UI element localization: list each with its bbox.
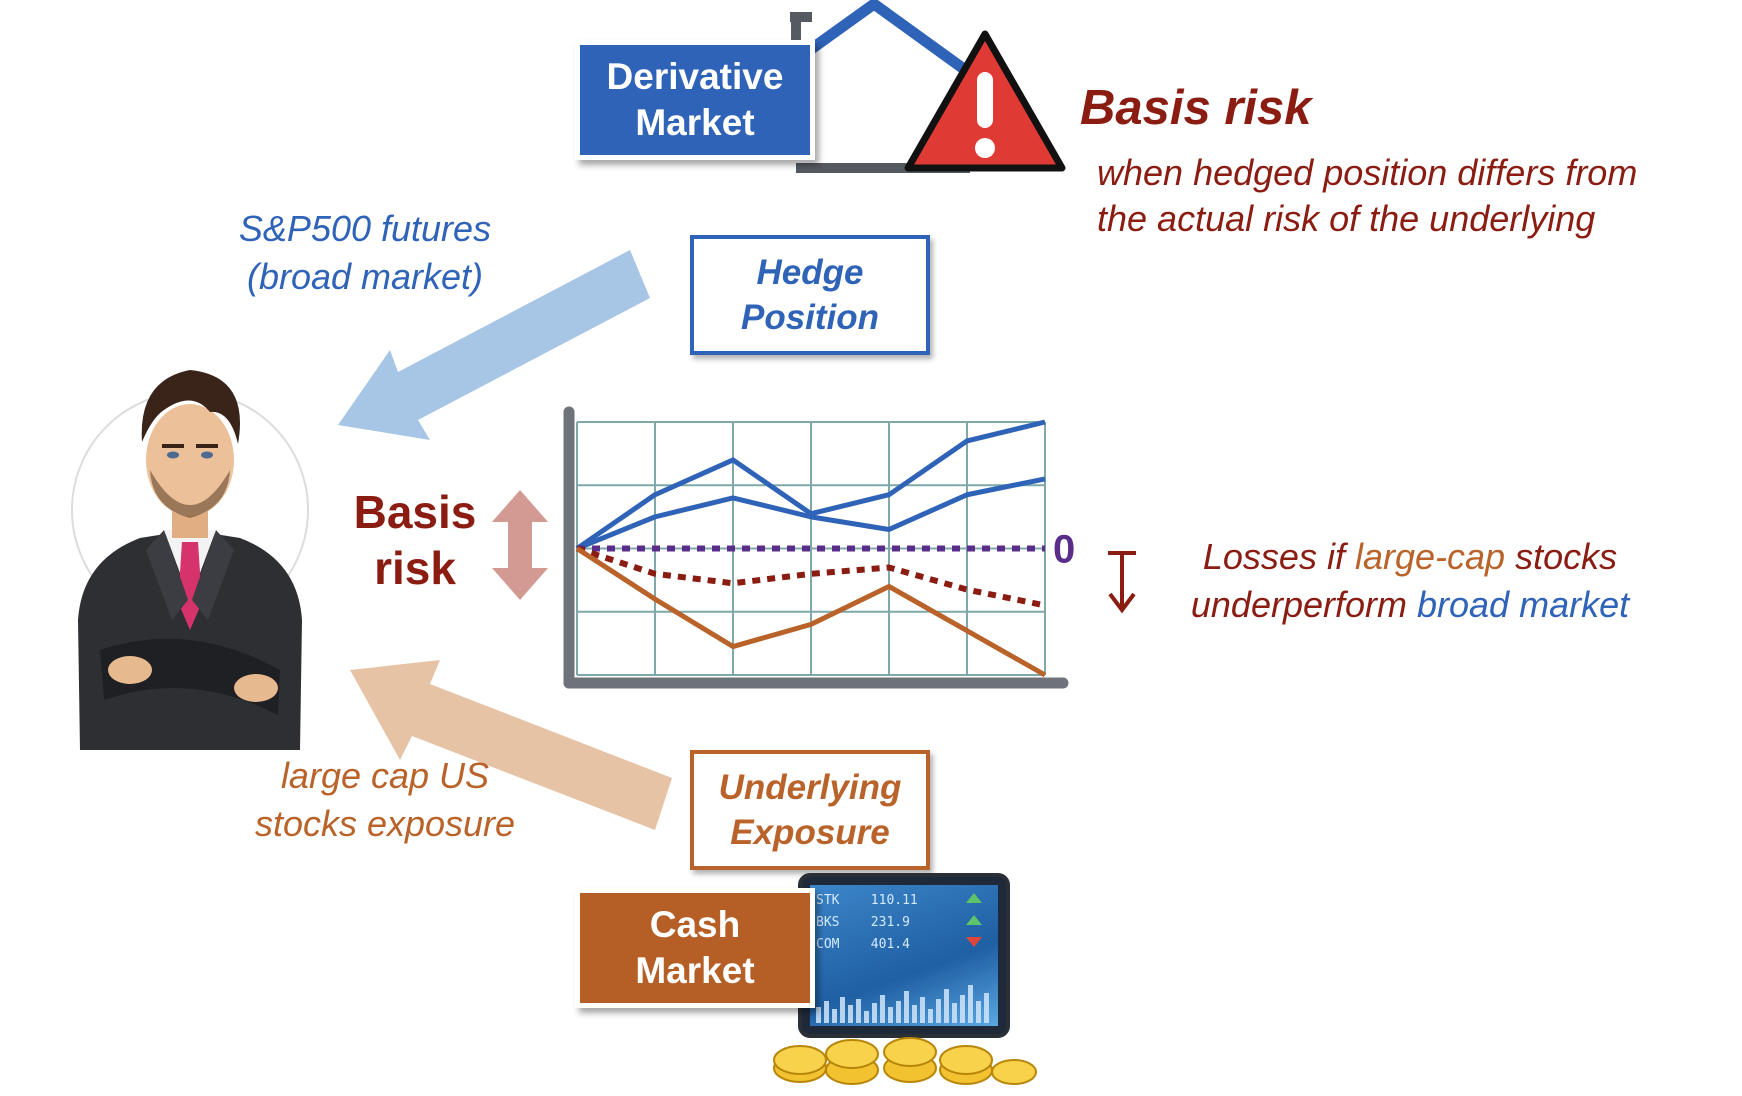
ticker-value: 110.11 (870, 893, 918, 908)
hedge-arrow (338, 250, 650, 440)
losses-note-text: Losses if (1202, 536, 1355, 577)
tablet-row-1: STK 110.11 (816, 893, 918, 908)
ticker-symbol: BKS (816, 915, 840, 930)
broad-market-term: broad market (1417, 584, 1630, 625)
underperform-text: underperform (1190, 584, 1417, 625)
basis-risk-desc-line1: when hedged position differs from (1097, 152, 1638, 193)
ticker-symbol: STK (816, 893, 840, 908)
cash-market-box: Cash Market (575, 888, 815, 1008)
down-arrow-icon (1108, 551, 1136, 614)
series-line-1 (575, 419, 1046, 551)
hedge-position-line1: Hedge (756, 253, 864, 292)
ticker-value: 401.4 (870, 937, 910, 952)
basis-risk-title: Basis risk (1080, 81, 1312, 135)
coins-icon (773, 1037, 1037, 1085)
derivative-market-line2: Market (635, 102, 755, 143)
basis-label-line1: Basis (353, 486, 477, 538)
losses-note-line1: Losses if large-cap stocks (1150, 533, 1670, 581)
cash-market-line1: Cash (649, 904, 741, 945)
series-line-4 (576, 545, 1046, 609)
warning-icon (904, 30, 1066, 172)
ticker-value: 231.9 (870, 915, 910, 930)
exposure-arrow (350, 660, 672, 830)
ticker-trend-icons (966, 893, 982, 947)
underlying-exposure-line2: Exposure (730, 813, 890, 852)
basis-chart: 0 (563, 406, 1075, 689)
basis-risk-desc-line2: the actual risk of the underlying (1097, 198, 1596, 239)
underlying-exposure-line1: Underlying (718, 768, 902, 807)
underlying-exposure-box: Underlying Exposure (690, 750, 930, 870)
exposure-note-line2: stocks exposure (254, 803, 516, 844)
series-line-2 (576, 476, 1046, 551)
large-cap-term: large-cap (1354, 536, 1506, 577)
basis-risk-description: when hedged position differs from the ac… (1097, 150, 1637, 242)
losses-note-text-end: stocks (1505, 536, 1618, 577)
derivative-market-line1: Derivative (606, 56, 784, 97)
ticker-symbol: COM (816, 937, 840, 952)
tablet-row-2: BKS 231.9 (816, 915, 910, 930)
tablet-screen: STK 110.11 BKS 231.9 COM 401.4 (810, 885, 998, 1026)
losses-note-line2: underperform broad market (1150, 581, 1670, 629)
futures-note-line1: S&P500 futures (238, 208, 492, 249)
derivative-market-box: Derivative Market (575, 40, 815, 160)
zero-line-label: 0 (1053, 528, 1075, 572)
double-arrow-icon (492, 490, 548, 600)
exposure-note: large cap US stocks exposure (220, 752, 550, 848)
volume-bars-icon (816, 985, 989, 1023)
futures-note-line2: (broad market) (246, 256, 484, 297)
series-line-5 (575, 546, 1047, 678)
basis-risk-label: Basis risk (340, 484, 490, 596)
stock-tablet: STK 110.11 BKS 231.9 COM 401.4 (798, 873, 1010, 1038)
hedge-position-line2: Position (740, 298, 880, 337)
businessman-avatar (71, 370, 309, 750)
cash-market-line2: Market (635, 950, 755, 991)
losses-note: Losses if large-cap stocks underperform … (1150, 533, 1670, 629)
hedge-position-box: Hedge Position (690, 235, 930, 355)
basis-label-line2: risk (374, 542, 456, 594)
tablet-row-3: COM 401.4 (816, 937, 910, 952)
futures-note: S&P500 futures (broad market) (215, 205, 515, 301)
exposure-note-line1: large cap US (280, 755, 490, 796)
